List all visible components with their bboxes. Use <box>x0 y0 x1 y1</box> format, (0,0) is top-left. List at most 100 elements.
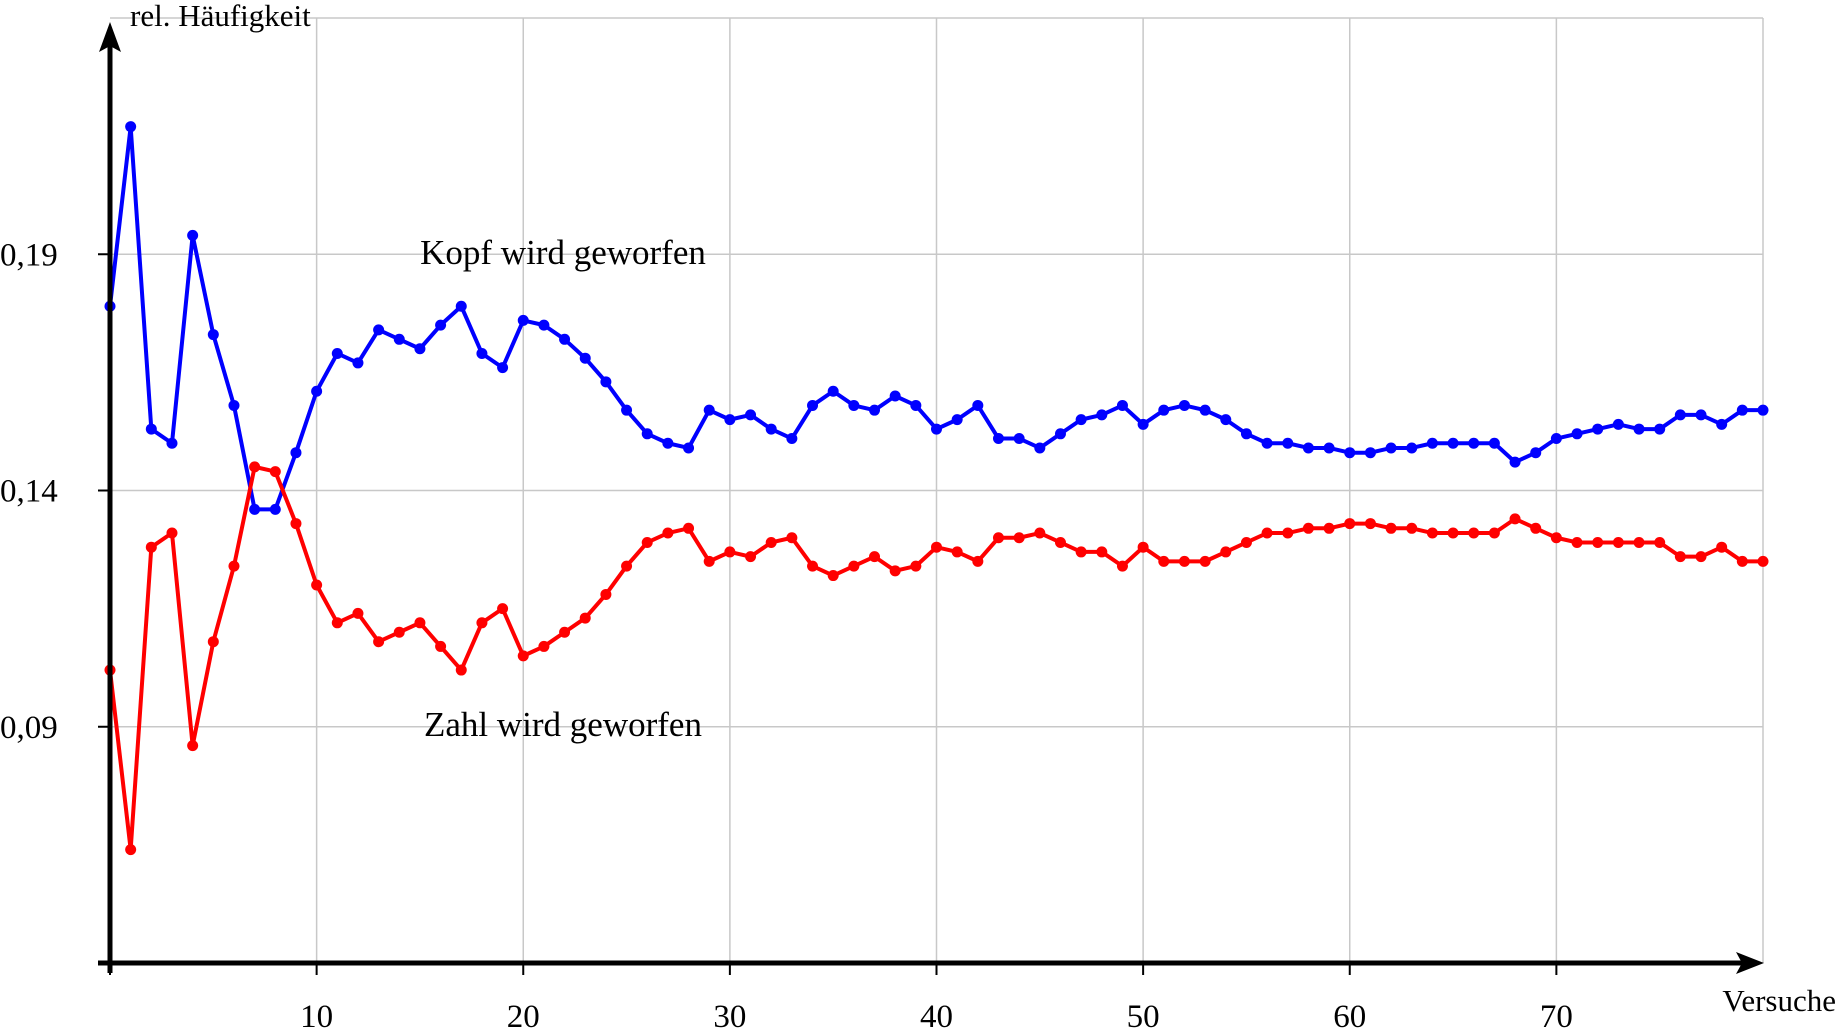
grid <box>110 17 1764 963</box>
x-tick-label: 30 <box>713 999 746 1030</box>
data-point <box>1178 399 1190 411</box>
data-point <box>1612 536 1624 548</box>
data-point <box>269 503 281 515</box>
data-point <box>207 329 219 341</box>
data-point <box>145 541 157 553</box>
data-point <box>1323 442 1335 454</box>
data-point <box>290 447 302 459</box>
data-point <box>373 636 385 648</box>
data-point <box>393 333 405 345</box>
data-point <box>848 399 860 411</box>
data-point <box>538 319 550 331</box>
data-point <box>1075 546 1087 558</box>
data-point <box>1488 527 1500 539</box>
data-point <box>1447 437 1459 449</box>
data-point <box>1261 527 1273 539</box>
data-point <box>352 357 364 369</box>
data-point <box>497 603 509 615</box>
data-point <box>1654 536 1666 548</box>
data-point <box>951 414 963 426</box>
data-point <box>1695 551 1707 563</box>
data-point <box>703 555 715 567</box>
data-point <box>290 518 302 530</box>
data-point <box>559 626 571 638</box>
data-point <box>1385 442 1397 454</box>
series-label-zahl: Zahl wird geworfen <box>424 705 702 744</box>
data-point <box>1736 555 1748 567</box>
data-point <box>889 565 901 577</box>
data-point <box>1406 442 1418 454</box>
data-point <box>1509 513 1521 525</box>
data-point <box>1447 527 1459 539</box>
data-point <box>1096 546 1108 558</box>
data-point <box>187 740 199 752</box>
x-tick-label: 10 <box>300 999 333 1030</box>
data-point <box>1674 551 1686 563</box>
data-point <box>869 404 881 416</box>
data-point <box>517 314 529 326</box>
data-point <box>1633 536 1645 548</box>
data-point <box>497 362 509 374</box>
data-point <box>1220 546 1232 558</box>
data-point <box>579 612 591 624</box>
data-point <box>1550 433 1562 445</box>
data-point <box>745 551 757 563</box>
x-axis-arrow <box>1736 952 1764 974</box>
data-point <box>827 385 839 397</box>
data-point <box>1406 522 1418 534</box>
data-point <box>1096 409 1108 421</box>
data-point <box>1116 560 1128 572</box>
data-point <box>435 640 447 652</box>
data-point <box>1530 447 1542 459</box>
data-point <box>1054 428 1066 440</box>
ticks: 10 20 30 40 50 60 70 0,09 0,14 0,19 <box>0 237 1573 1030</box>
data-point <box>517 650 529 662</box>
data-point <box>331 347 343 359</box>
data-point <box>207 636 219 648</box>
data-point <box>1364 447 1376 459</box>
data-point <box>765 536 777 548</box>
data-point <box>1282 437 1294 449</box>
data-point <box>455 664 467 676</box>
data-point <box>1178 555 1190 567</box>
data-point <box>1220 414 1232 426</box>
data-point <box>1736 404 1748 416</box>
x-tick-label: 70 <box>1540 999 1573 1030</box>
data-point <box>476 617 488 629</box>
data-point <box>1240 428 1252 440</box>
data-point <box>352 607 364 619</box>
data-point <box>455 300 467 312</box>
data-point <box>1240 536 1252 548</box>
data-point <box>1116 399 1128 411</box>
series-zahl <box>104 461 1769 856</box>
data-point <box>269 466 281 478</box>
data-point <box>228 560 240 572</box>
data-point <box>972 555 984 567</box>
data-point <box>414 617 426 629</box>
data-point <box>1468 527 1480 539</box>
data-point <box>1034 442 1046 454</box>
data-point <box>1261 437 1273 449</box>
data-point <box>951 546 963 558</box>
data-point <box>889 390 901 402</box>
data-point <box>559 333 571 345</box>
x-tick-label: 20 <box>507 999 540 1030</box>
series-layer <box>104 121 1769 856</box>
data-point <box>1426 527 1438 539</box>
data-point <box>600 376 612 388</box>
data-point <box>1199 404 1211 416</box>
data-point <box>683 442 695 454</box>
data-point <box>125 121 137 133</box>
data-point <box>1716 541 1728 553</box>
data-point <box>476 347 488 359</box>
axes <box>98 22 1764 974</box>
data-point <box>745 409 757 421</box>
data-point <box>621 404 633 416</box>
data-point <box>1757 404 1769 416</box>
data-point <box>1468 437 1480 449</box>
data-point <box>1034 527 1046 539</box>
data-point <box>972 399 984 411</box>
series-kopf <box>104 121 1769 515</box>
data-point <box>1674 409 1686 421</box>
